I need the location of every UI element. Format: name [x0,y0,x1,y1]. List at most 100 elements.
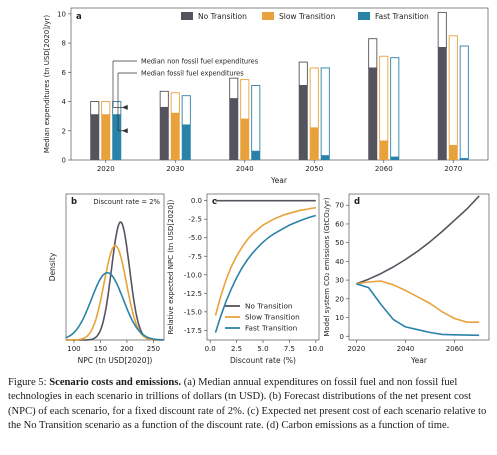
x-tick-label: 2040 [236,165,254,173]
y-tick-label: 50 [335,239,344,247]
bar-fossil [437,47,447,160]
figure: 0 2 4 6 8 10 2020 2030 2040 2050 2060 2070 Year Media… [43,7,490,365]
x-tick-label: 2020 [347,345,365,353]
panel-d: 2020 2040 2060 0 10 20 30 40 50 60 70 Year Model sys… [323,193,490,365]
bar-nonfossil [101,101,111,116]
x-tick-label: 100 [67,345,80,353]
bar-nonfossil [298,61,308,86]
bar-nonfossil [459,45,469,159]
x-tick-label: 7.5 [284,345,295,353]
figure-caption: Figure 5: Scenario costs and emissions. … [8,376,490,434]
x-tick-label: 2030 [166,165,184,173]
legend-label: Slow Transition [245,313,300,322]
y-tick-label: 10 [57,10,66,18]
panel-label: d [354,197,360,207]
y-tick-label: -17.5 [184,327,202,335]
x-tick-label: 200 [120,345,133,353]
x-axis-label: Year [270,176,288,185]
y-tick-label: 0 [62,157,66,165]
npc-line [214,206,316,316]
bar-nonfossil [437,11,447,48]
y-tick-label: -12.5 [184,290,202,298]
panel-b: 100 150 200 250 NPC (tn USD[2020]) Density b Di… [48,193,165,365]
caption-title: Scenario costs and emissions. [49,377,182,388]
bar-fossil [240,119,250,160]
y-tick-label: 30 [335,277,344,285]
bar-nonfossil [112,101,122,116]
x-tick-label: 2060 [446,345,464,353]
legend-label: Slow Transition [279,12,335,21]
panel-a: 0 2 4 6 8 10 2020 2030 2040 2050 2060 2070 Year Media… [43,7,489,185]
bar-nonfossil [379,55,389,142]
bar-fossil [320,155,330,160]
legend-label: No Transition [245,302,293,311]
emissions-line [356,195,480,285]
bar-fossil [101,114,111,160]
legend-swatch [181,12,193,20]
y-tick-label: 60 [335,220,344,228]
bar-nonfossil [170,92,180,114]
legend-swatch [262,12,274,20]
x-tick-label: 2040 [397,345,415,353]
bar-nonfossil [320,67,330,157]
x-tick-label: 150 [94,345,107,353]
panel-label: c [212,197,217,207]
bar-fossil [229,98,239,160]
panel-label: b [71,197,77,207]
bar-nonfossil [181,95,191,126]
bar-fossil [251,151,261,160]
annotation-arrow [121,128,128,134]
bar-fossil [448,145,458,160]
y-axis-label: Model system CO₂ emissions (GtCO₂/yr) [323,197,331,337]
discount-rate-note: Discount rate = 2% [93,198,160,206]
caption-label: Figure 5: [8,377,47,388]
y-tick-label: 4 [62,98,67,106]
x-tick-label: 2050 [305,165,323,173]
x-tick-label: 2070 [444,165,462,173]
legend-label: Fast Transition [375,12,429,21]
y-tick-label: 20 [335,295,344,303]
x-tick-label: 5.0 [257,345,268,353]
panel-d-frame [348,193,490,341]
y-tick-label: 10 [335,314,344,322]
y-tick-label: 2 [62,127,66,135]
caption-text: (a) Median annual expenditures on fossil… [8,377,487,432]
bar-nonfossil [448,35,458,146]
bar-fossil [459,158,469,160]
panel-b-frame [65,193,165,341]
bar-fossil [90,114,100,160]
legend-label: Fast Transition [245,324,297,333]
y-tick-label: 0.0 [191,197,202,205]
x-axis-label: Discount rate (%) [230,356,296,365]
emissions-line [356,280,480,323]
x-tick-label: 2060 [375,165,393,173]
bar-fossil [368,67,378,160]
x-tick-label: 250 [147,345,160,353]
bar-nonfossil [251,85,261,152]
legend-label: No Transition [198,12,247,21]
x-tick-label: 2020 [97,165,115,173]
y-tick-label: -7.5 [188,253,202,261]
bar-fossil [181,124,191,160]
y-tick-label: 0 [340,333,344,341]
bar-fossil [159,107,169,160]
bar-nonfossil [240,79,250,120]
y-tick-label: 70 [335,202,344,210]
y-axis-label: Density [48,252,57,281]
y-tick-label: -2.5 [188,216,202,224]
bar-fossil [309,127,319,160]
annotation-fossil: Median fossil fuel expenditures [141,70,244,78]
npc-line [214,214,317,333]
y-tick-label: 40 [335,258,344,266]
bar-nonfossil [390,57,400,158]
emissions-line [356,283,480,337]
bar-fossil [390,157,400,160]
density-curve [65,271,164,341]
x-axis-label: NPC (tn USD[2020]) [78,356,153,365]
panel-c: 0.0 2.5 5.0 7.5 10.0 0.0 -2.5 -5.0 -7.5 -10.0 -12.… [167,193,324,365]
y-tick-label: -10.0 [184,271,202,279]
density-curve [66,244,164,341]
y-tick-label: -15.0 [184,308,202,316]
annotation-nonfossil: Median non fossil fuel expenditures [141,58,259,66]
bar-nonfossil [159,90,169,108]
